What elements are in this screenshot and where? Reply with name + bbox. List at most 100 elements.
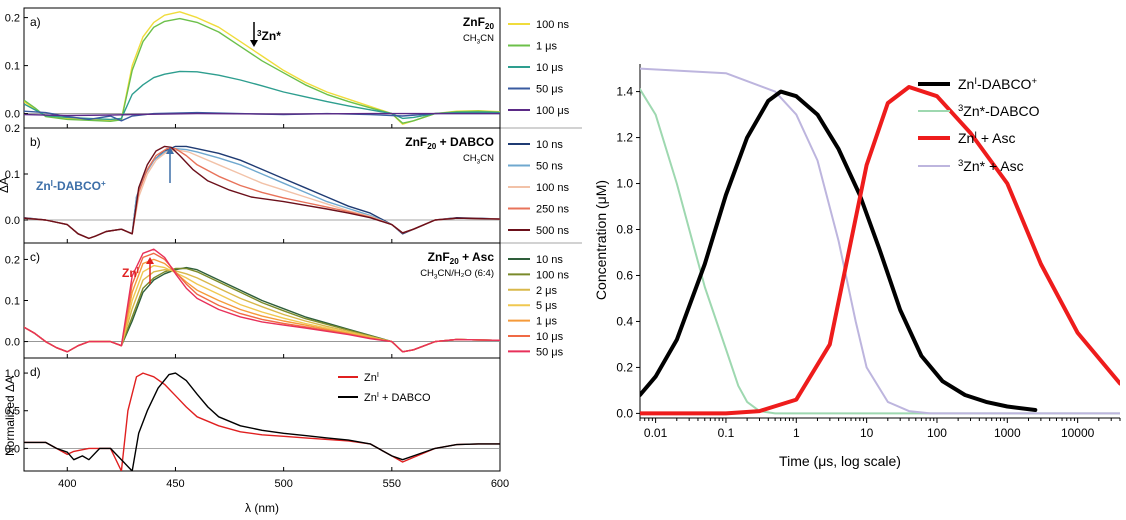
text-part: 3 <box>958 158 963 169</box>
text-part: Zn <box>958 76 974 92</box>
x-tick-label: 10 <box>860 426 874 440</box>
x-tick-label: 1000 <box>994 426 1021 440</box>
series-line <box>24 372 500 471</box>
text-part: ZnF <box>463 15 485 29</box>
series-line <box>640 67 1120 415</box>
y-tick-label: 1.2 <box>616 131 633 145</box>
text-part: + <box>1031 76 1037 87</box>
y-tick-label: 0.8 <box>616 223 633 237</box>
y-tick-label: 0.1 <box>5 61 20 73</box>
text-part: I <box>974 130 977 141</box>
text-part: + Asc <box>977 130 1016 146</box>
series-line <box>24 70 500 121</box>
panel-label: c) <box>30 250 40 264</box>
legend-label: ZnI​ <box>364 370 379 384</box>
legend-label: 100 μs <box>536 105 570 117</box>
text-part: -DABCO <box>977 76 1032 92</box>
x-tick-label: 0.1 <box>718 426 735 440</box>
series-group <box>24 145 500 240</box>
text-part: + Asc <box>459 250 495 264</box>
y-tick-label: 1.4 <box>616 85 633 99</box>
legend-label: ZnI​ + Asc <box>958 130 1016 146</box>
legend-label: 50 μs <box>536 84 564 96</box>
series-group <box>24 11 500 125</box>
x-axis-label: λ (nm) <box>245 501 279 515</box>
panel-title: ZnF20​ + Asc <box>428 250 495 266</box>
text-part: ZnF <box>428 250 450 264</box>
y-axis-label: ΔA <box>0 177 11 193</box>
text-part: + <box>101 179 106 188</box>
x-tick-label: 500 <box>274 478 292 490</box>
panel-solvent: CH3​CN <box>463 153 494 165</box>
legend-label: 50 ns <box>536 161 563 173</box>
y-tick-label: 1.0 <box>616 177 633 191</box>
legend-label: 2 μs <box>536 285 558 297</box>
text-part: 3 <box>477 158 481 165</box>
series-line <box>24 149 500 240</box>
text-part: 3 <box>434 273 438 280</box>
y-tick-label: 0.6 <box>616 268 633 282</box>
y-tick-label: 0.0 <box>5 109 20 121</box>
series-group <box>24 372 500 471</box>
text-part: ZnF <box>405 135 427 149</box>
series-line <box>24 266 500 353</box>
text-part: Zn <box>122 266 137 280</box>
legend-label: 1 μs <box>536 316 558 328</box>
text-part: Zn*-DABCO <box>963 103 1039 119</box>
legend-label: 100 ns <box>536 19 570 31</box>
text-part: I <box>377 390 379 399</box>
text-part: CN <box>480 33 494 44</box>
y-tick-label: 0.4 <box>616 314 633 328</box>
legend-label: 1 μs <box>536 41 558 53</box>
series-line <box>24 248 500 353</box>
text-part: I <box>137 266 139 275</box>
annotation-arrowhead <box>166 147 174 154</box>
legend-label: 10 μs <box>536 331 564 343</box>
y-tick-label: 0.2 <box>5 123 20 135</box>
series-group <box>24 248 500 353</box>
text-part: CN/H₂O (6:4) <box>438 268 494 279</box>
series-line <box>24 110 500 122</box>
legend-label: ZnI​-DABCO+​ <box>958 76 1037 92</box>
text-part: Zn <box>36 179 51 193</box>
text-part: Zn* + Asc <box>963 158 1023 174</box>
y-tick-label: 0.2 <box>5 13 20 25</box>
legend-label: 3​Zn*-DABCO <box>958 103 1040 119</box>
text-part: 3 <box>958 103 963 114</box>
legend-label: ZnI​ + DABCO <box>364 390 431 404</box>
y-tick-label: 1.0 <box>5 368 20 380</box>
text-part: 20 <box>427 142 437 151</box>
series-line <box>24 145 500 240</box>
legend-label: 10 ns <box>536 254 563 266</box>
y-tick-label: 0.0 <box>5 443 20 455</box>
y-tick-label: 0.0 <box>5 215 20 227</box>
x-tick-label: 10000 <box>1061 426 1095 440</box>
x-tick-label: 450 <box>166 478 184 490</box>
series-line <box>24 372 500 471</box>
panel-solvent: CH3​CN/H₂O (6:4) <box>420 268 494 280</box>
y-tick-label: 0.0 <box>616 406 633 420</box>
legend-label: 10 μs <box>536 62 564 74</box>
y-tick-label: 0.0 <box>5 337 20 349</box>
series-line <box>640 89 1038 412</box>
series-group <box>640 67 1120 416</box>
legend-label: 5 μs <box>536 300 558 312</box>
text-part: 3 <box>257 29 262 38</box>
x-axis-label: Time (μs, log scale) <box>779 453 901 469</box>
x-tick-label: 100 <box>927 426 947 440</box>
series-line <box>24 269 500 353</box>
series-line <box>24 148 500 240</box>
legend-label: 100 ns <box>536 182 570 194</box>
text-part: CH <box>420 268 434 279</box>
series-line <box>24 148 500 240</box>
series-line <box>640 85 1120 416</box>
panel-label: a) <box>30 15 41 29</box>
y-axis-label: Normalized ΔA <box>3 376 17 456</box>
panel-label: b) <box>30 135 41 149</box>
y-tick-label: 0.1 <box>5 169 20 181</box>
panel-title: ZnF20​ <box>463 15 495 31</box>
panel-title: ZnF20​ + DABCO <box>405 135 494 151</box>
x-tick-label: 600 <box>491 478 509 490</box>
text-part: + DABCO <box>436 135 494 149</box>
y-tick-label: 0.5 <box>5 406 20 418</box>
